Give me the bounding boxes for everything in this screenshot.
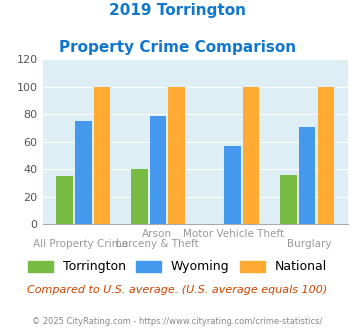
Text: © 2025 CityRating.com - https://www.cityrating.com/crime-statistics/: © 2025 CityRating.com - https://www.city… <box>32 317 323 326</box>
Bar <box>243 87 260 224</box>
Bar <box>94 87 110 224</box>
Bar <box>150 116 166 224</box>
Text: 2019 Torrington: 2019 Torrington <box>109 3 246 18</box>
Bar <box>224 146 241 224</box>
Bar <box>280 175 297 224</box>
Text: Compared to U.S. average. (U.S. average equals 100): Compared to U.S. average. (U.S. average … <box>27 285 328 295</box>
Bar <box>318 87 334 224</box>
Bar <box>131 169 147 224</box>
Text: All Property Crime: All Property Crime <box>33 239 128 249</box>
Bar <box>299 127 315 224</box>
Text: Arson: Arson <box>142 229 172 239</box>
Bar <box>168 87 185 224</box>
Bar <box>75 121 92 224</box>
Text: Property Crime Comparison: Property Crime Comparison <box>59 40 296 54</box>
Bar <box>56 176 73 224</box>
Text: Burglary: Burglary <box>288 239 332 249</box>
Legend: Torrington, Wyoming, National: Torrington, Wyoming, National <box>23 255 332 279</box>
Text: Motor Vehicle Theft: Motor Vehicle Theft <box>183 229 284 239</box>
Text: Larceny & Theft: Larceny & Theft <box>116 239 198 249</box>
